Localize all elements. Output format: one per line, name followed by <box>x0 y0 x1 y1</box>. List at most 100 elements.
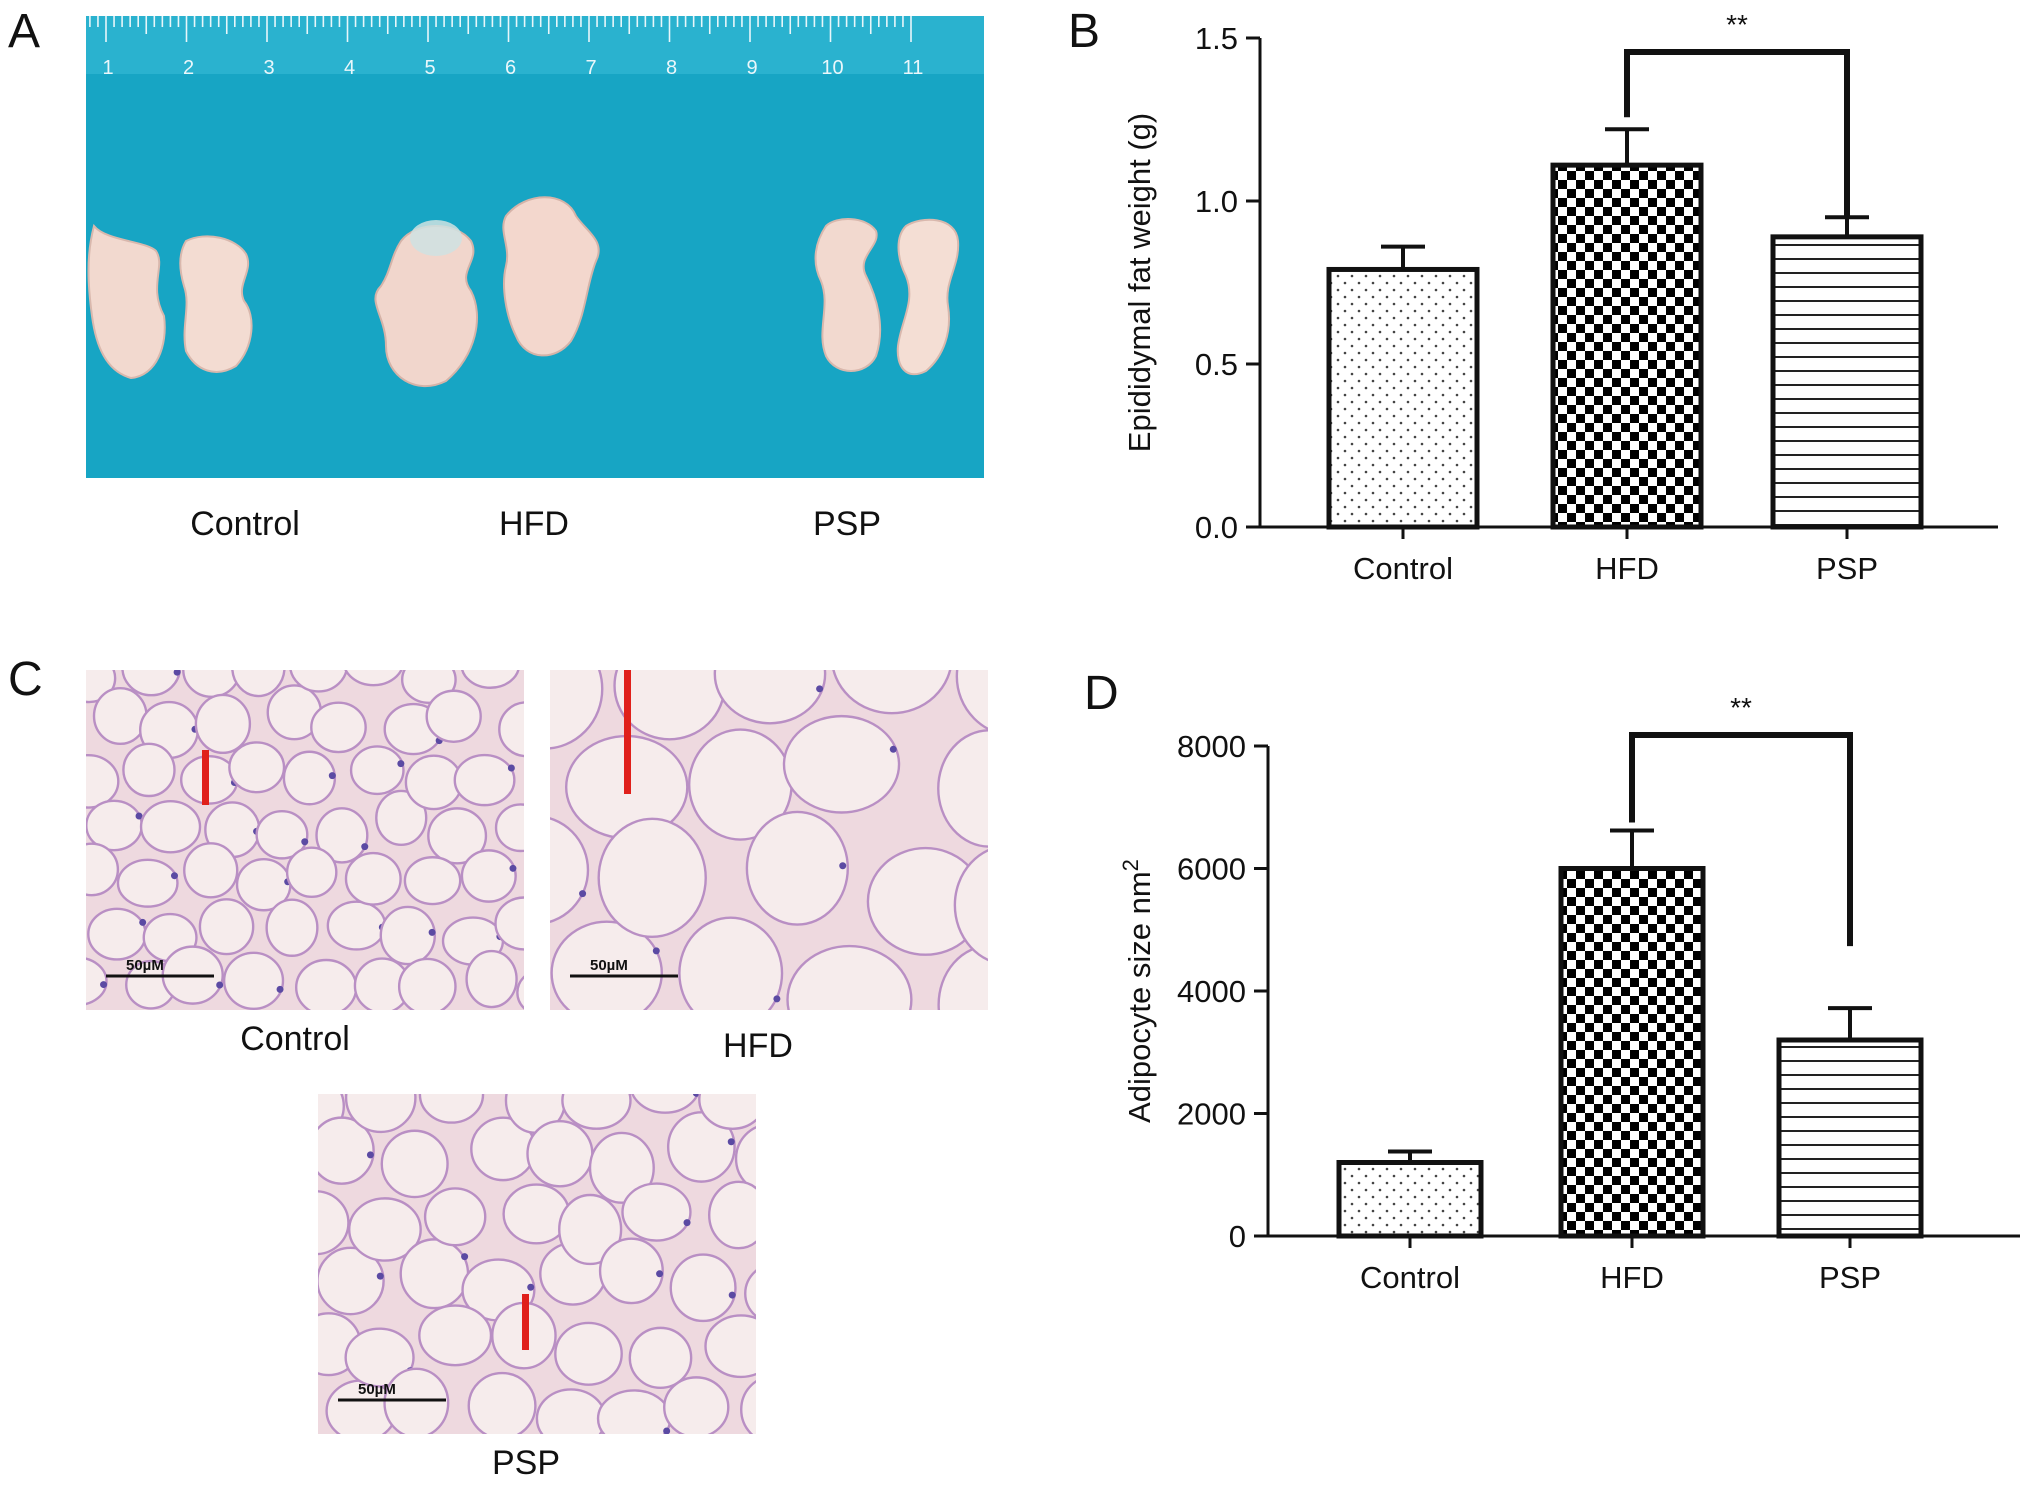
ruler-label: 9 <box>746 57 757 79</box>
nucleus <box>328 772 336 780</box>
adipocyte <box>516 975 524 1010</box>
x-tick-label: Control <box>1360 1260 1460 1295</box>
scale-bar-label: 50µM <box>590 957 628 974</box>
adipocyte <box>289 670 348 693</box>
adipocyte <box>782 714 901 814</box>
significance-bracket <box>1624 49 1850 218</box>
adipocyte <box>550 670 604 750</box>
histology-caption-hfd: HFD <box>723 1027 793 1065</box>
adipocyte <box>348 1197 422 1262</box>
adipocyte <box>465 949 518 1009</box>
adipocyte <box>294 958 358 1010</box>
nucleus <box>663 1427 671 1434</box>
adipocyte <box>139 799 202 854</box>
adipocyte <box>494 896 524 951</box>
adipocyte <box>285 846 338 899</box>
adipocyte <box>713 670 827 725</box>
y-tick-label: 0.0 <box>1195 510 1238 545</box>
adipocyte <box>318 1190 350 1256</box>
adipocyte <box>344 670 403 687</box>
adipocyte <box>953 849 988 962</box>
nucleus <box>656 1270 664 1278</box>
nucleus <box>100 981 108 989</box>
adipocyte <box>460 849 517 903</box>
ruler-labels: 1 2 3 4 5 6 7 8 9 10 11 <box>102 57 923 79</box>
size-marker <box>202 750 209 805</box>
ruler-label: 5 <box>424 57 435 79</box>
nucleus <box>461 1253 469 1261</box>
adipocyte <box>116 858 179 908</box>
adipocyte <box>832 670 952 715</box>
nucleus <box>173 670 181 676</box>
adipocyte <box>349 745 405 796</box>
y-axis-label-superscript: 2 <box>1118 859 1143 871</box>
adipocyte <box>265 898 319 957</box>
adipocyte <box>282 750 337 806</box>
nucleus <box>366 1151 374 1159</box>
adipocyte <box>631 1094 700 1114</box>
ruler-label: 1 <box>102 57 113 79</box>
adipocyte <box>379 905 436 966</box>
ruler-label: 11 <box>903 57 924 79</box>
adipocyte <box>554 1321 623 1386</box>
adipocyte <box>418 1094 485 1124</box>
significance-label: ** <box>1726 9 1748 40</box>
y-tick-label: 8000 <box>1177 729 1246 764</box>
nucleus <box>727 1138 735 1146</box>
adipocyte <box>698 1094 756 1130</box>
adipocyte <box>550 817 590 924</box>
panel-letter-a: A <box>8 5 41 58</box>
nucleus <box>170 872 178 880</box>
fat-weight-chart: 0.0 0.5 1.0 1.5 Epididymal fat weight (g) Con… <box>1122 9 1998 586</box>
panel-letter-b: B <box>1068 5 1101 58</box>
adipocyte <box>669 1253 737 1323</box>
x-tick-label: HFD <box>1600 1260 1664 1295</box>
x-tick-label: PSP <box>1819 1260 1881 1295</box>
scale-bar-label: 50µM <box>358 1381 396 1398</box>
control-fat-pad-right <box>179 235 253 373</box>
photo-caption-hfd: HFD <box>499 505 569 543</box>
adipocyte <box>461 670 520 689</box>
adipocyte <box>498 701 524 758</box>
y-tick-label: 0.5 <box>1195 347 1238 382</box>
adipocyte <box>198 898 255 956</box>
bar-psp <box>1770 234 1924 530</box>
psp-fat-pad-left <box>814 218 882 372</box>
ruler-label: 4 <box>344 57 355 79</box>
ruler-label: 8 <box>666 57 677 79</box>
nucleus <box>139 918 147 926</box>
y-tick-label: 0 <box>1229 1219 1246 1254</box>
size-marker <box>522 1294 529 1350</box>
nucleus <box>889 745 897 753</box>
ruler-ticks <box>89 16 912 42</box>
adipocyte <box>744 1269 756 1318</box>
nucleus <box>428 928 436 936</box>
adipocyte <box>734 1126 756 1192</box>
adipocyte <box>228 741 286 794</box>
adipocyte <box>231 670 286 698</box>
adipocyte <box>86 957 108 1006</box>
adipocyte <box>494 803 524 853</box>
x-tick-label: HFD <box>1595 551 1659 586</box>
x-tick-label: PSP <box>1816 551 1878 586</box>
adipocyte <box>380 1129 449 1199</box>
adipocyte <box>786 944 913 1010</box>
ruler-label: 10 <box>821 57 843 79</box>
adipocyte <box>550 920 663 1010</box>
ruler-label: 6 <box>505 57 516 79</box>
histology-caption-psp: PSP <box>491 1444 561 1482</box>
adipocyte <box>418 1304 493 1367</box>
nucleus <box>579 890 587 898</box>
histology-caption-control: Control <box>240 1020 350 1058</box>
adipocyte <box>467 1371 537 1434</box>
adipocyte <box>403 856 462 906</box>
photo-caption-control: Control <box>190 505 300 543</box>
nucleus <box>397 760 405 768</box>
adipocyte <box>86 753 120 809</box>
psp-fat-pad-right <box>896 218 960 376</box>
adipocyte <box>745 810 849 926</box>
nucleus <box>683 1219 691 1227</box>
adipocyte <box>344 1094 417 1134</box>
adipocyte-size-chart: 0 2000 4000 6000 8000 Adipocyte size nm2 Contr… <box>1118 692 2020 1295</box>
nucleus <box>509 864 517 872</box>
